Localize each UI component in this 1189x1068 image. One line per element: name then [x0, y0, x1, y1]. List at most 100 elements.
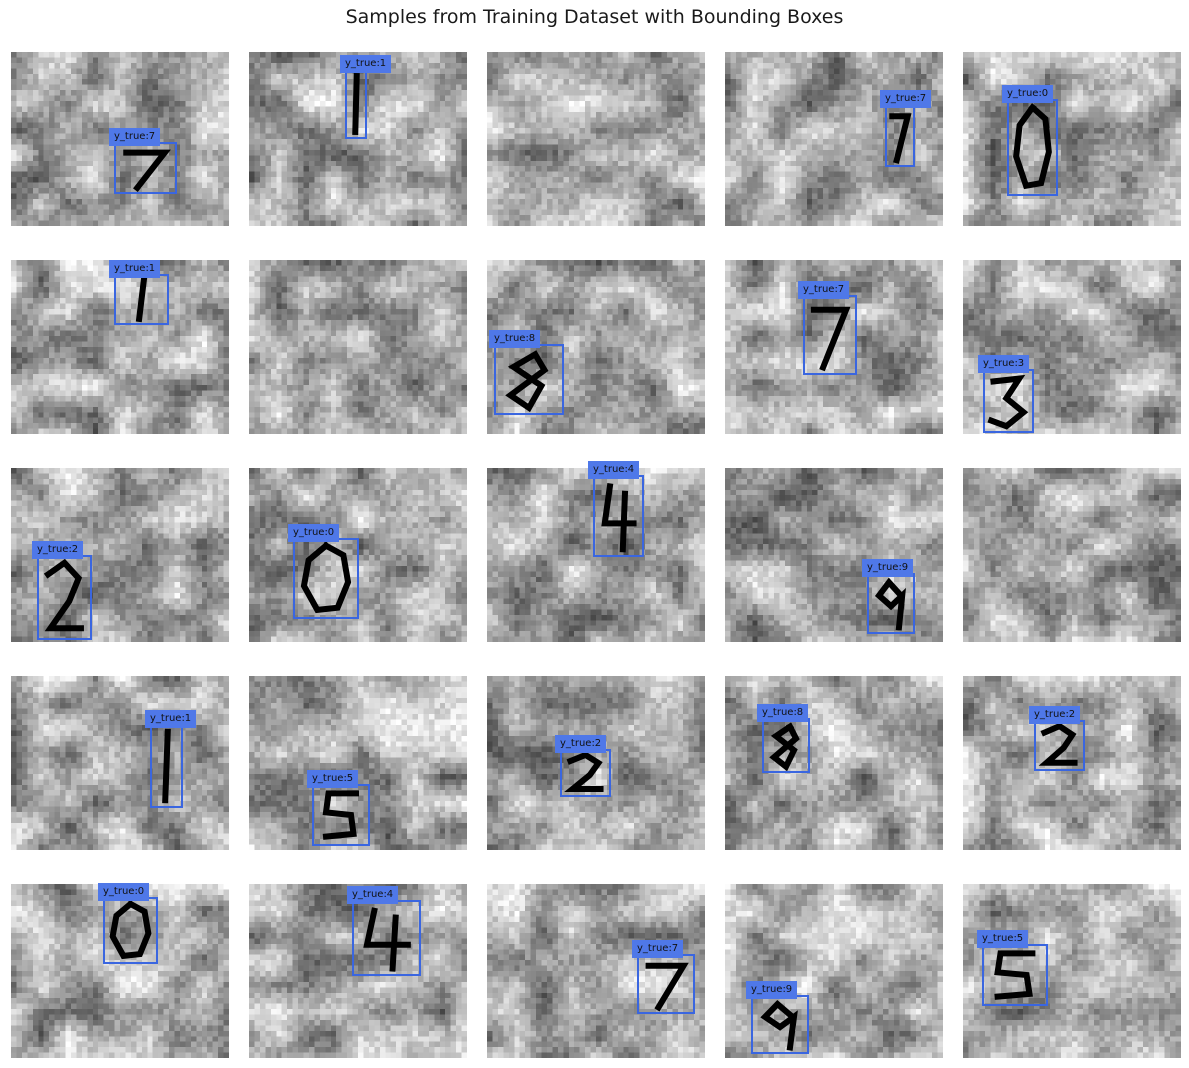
sample-panel [487, 468, 705, 642]
bounding-box [560, 749, 611, 797]
noise-background [249, 260, 467, 434]
noise-background [725, 52, 943, 226]
bounding-box [982, 944, 1048, 1006]
digit-stroke [601, 483, 637, 553]
bounding-box [751, 995, 809, 1054]
sample-panel [725, 884, 943, 1058]
bounding-box-label: y_true:7 [109, 128, 161, 146]
bounding-box-label: y_true:2 [32, 541, 84, 559]
bounding-box-label: y_true:5 [307, 770, 359, 788]
bounding-box [345, 69, 367, 139]
sample-panel [11, 676, 229, 850]
sample-panel [249, 52, 467, 226]
bounding-box [867, 573, 915, 634]
sample-panel [11, 260, 229, 434]
bounding-box-label: y_true:1 [109, 260, 161, 278]
bounding-box-label: y_true:3 [978, 355, 1030, 373]
digit-stroke [994, 950, 1036, 1000]
digit-stroke [564, 751, 604, 792]
bounding-box [352, 900, 421, 976]
noise-background [11, 260, 229, 434]
bounding-box-label: y_true:0 [98, 883, 150, 901]
bounding-box [885, 104, 915, 167]
digit-stroke [1038, 722, 1078, 766]
bounding-box [150, 724, 183, 808]
noise-background [725, 884, 943, 1058]
sample-panel [249, 884, 467, 1058]
noise-background [963, 468, 1181, 642]
sample-panel [487, 676, 705, 850]
bounding-box-label: y_true:1 [340, 55, 392, 73]
bounding-box [103, 897, 158, 964]
noise-background [487, 52, 705, 226]
digit-stroke [505, 350, 549, 413]
bounding-box [1007, 99, 1058, 196]
digit-stroke [1013, 103, 1052, 190]
digit-stroke [987, 374, 1029, 430]
sample-panel [963, 468, 1181, 642]
bounding-box [312, 784, 370, 846]
sample-panel [725, 468, 943, 642]
bounding-box-label: y_true:4 [588, 461, 640, 479]
digit-stroke [322, 790, 359, 840]
digit-stroke [162, 728, 171, 804]
noise-background [963, 260, 1181, 434]
sample-panel [487, 884, 705, 1058]
sample-panel [963, 884, 1181, 1058]
noise-background [487, 884, 705, 1058]
sample-panel [249, 260, 467, 434]
digit-stroke [810, 306, 851, 372]
bounding-box [803, 295, 857, 375]
bounding-box-label: y_true:7 [880, 90, 932, 108]
bounding-box [114, 274, 169, 325]
bounding-box-label: y_true:4 [347, 886, 399, 904]
bounding-box-label: y_true:2 [1029, 706, 1081, 724]
digit-stroke [760, 1000, 798, 1051]
bounding-box-label: y_true:8 [757, 704, 809, 722]
bounding-box [1034, 720, 1085, 771]
sample-panel [963, 52, 1181, 226]
bounding-box-label: y_true:8 [489, 330, 541, 348]
bounding-box [637, 954, 695, 1014]
sample-panel [963, 260, 1181, 434]
sample-panel [249, 468, 467, 642]
digit-stroke [43, 558, 84, 632]
noise-background [11, 676, 229, 850]
digit-stroke [352, 73, 360, 135]
bounding-box [983, 369, 1034, 433]
bounding-box [293, 538, 359, 619]
digit-stroke [123, 149, 171, 193]
noise-background [249, 676, 467, 850]
bounding-box-label: y_true:9 [746, 981, 798, 999]
sample-panel [249, 676, 467, 850]
digit-stroke [135, 276, 148, 323]
figure-title: Samples from Training Dataset with Bound… [345, 6, 844, 28]
bounding-box-label: y_true:9 [862, 559, 914, 577]
digit-stroke [889, 113, 912, 164]
bounding-box-label: y_true:7 [632, 940, 684, 958]
noise-background [963, 52, 1181, 226]
bounding-box-label: y_true:2 [555, 735, 607, 753]
digit-stroke [769, 722, 800, 772]
bounding-box-label: y_true:0 [1002, 85, 1054, 103]
sample-panel [963, 676, 1181, 850]
digit-stroke [874, 577, 906, 631]
bounding-box-label: y_true:5 [977, 930, 1029, 948]
digit-stroke [109, 899, 152, 960]
bounding-box-label: y_true:1 [145, 710, 197, 728]
digit-stroke [645, 962, 689, 1012]
sample-panel [11, 884, 229, 1058]
digit-stroke [363, 907, 411, 972]
noise-background [725, 468, 943, 642]
sample-panel [487, 52, 705, 226]
sample-panel [725, 676, 943, 850]
noise-background [249, 884, 467, 1058]
bounding-box [593, 475, 644, 557]
bounding-box [494, 344, 564, 415]
sample-panel [725, 52, 943, 226]
bounding-box-label: y_true:0 [288, 524, 340, 542]
bounding-box [114, 142, 177, 194]
bounding-box [762, 718, 810, 773]
bounding-box [37, 555, 92, 640]
bounding-box-label: y_true:7 [798, 281, 850, 299]
